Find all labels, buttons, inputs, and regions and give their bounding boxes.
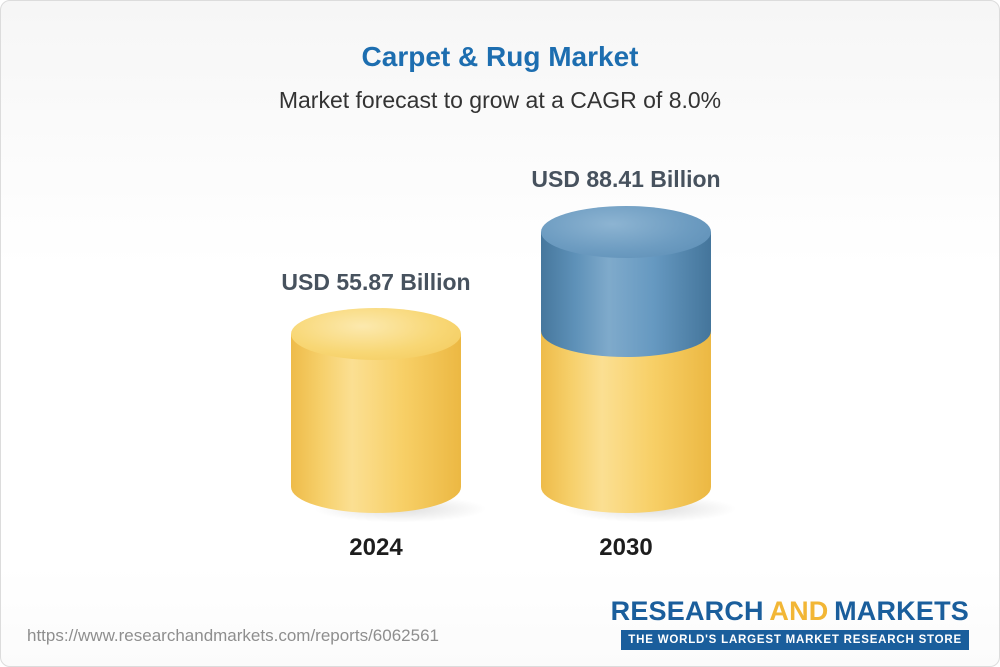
axis-label-2024: 2024 xyxy=(349,534,403,561)
cylinder-2030-yellow-segment xyxy=(541,331,711,513)
cylinder-body xyxy=(291,334,461,513)
cylinder-2030-blue-segment xyxy=(541,206,711,357)
logo-wordmark: RESEARCH AND MARKETS xyxy=(611,598,969,625)
page-title: Carpet & Rug Market xyxy=(361,41,639,72)
report-url: https://www.researchandmarkets.com/repor… xyxy=(27,626,439,645)
page-subtitle: Market forecast to grow at a CAGR of 8.0… xyxy=(278,87,722,113)
research-and-markets-logo: RESEARCH AND MARKETS THE WORLD'S LARGEST… xyxy=(611,598,969,650)
cylinder-2024 xyxy=(291,308,490,523)
logo-word-research: RESEARCH xyxy=(610,596,764,626)
chart-area: USD 55.87 Billion 2024 USD 88.41 Billion xyxy=(1,1,999,601)
value-label-2024: USD 55.87 Billion xyxy=(281,269,471,295)
value-label-2030: USD 88.41 Billion xyxy=(531,166,721,192)
cylinder-2030 xyxy=(541,206,740,523)
logo-word-and: AND xyxy=(769,596,829,626)
logo-tagline: THE WORLD'S LARGEST MARKET RESEARCH STOR… xyxy=(621,630,969,650)
cylinder-top-ellipse xyxy=(291,308,461,360)
logo-word-markets: MARKETS xyxy=(834,596,969,626)
axis-label-2030: 2030 xyxy=(599,534,653,561)
cylinder-top-ellipse xyxy=(541,206,711,258)
